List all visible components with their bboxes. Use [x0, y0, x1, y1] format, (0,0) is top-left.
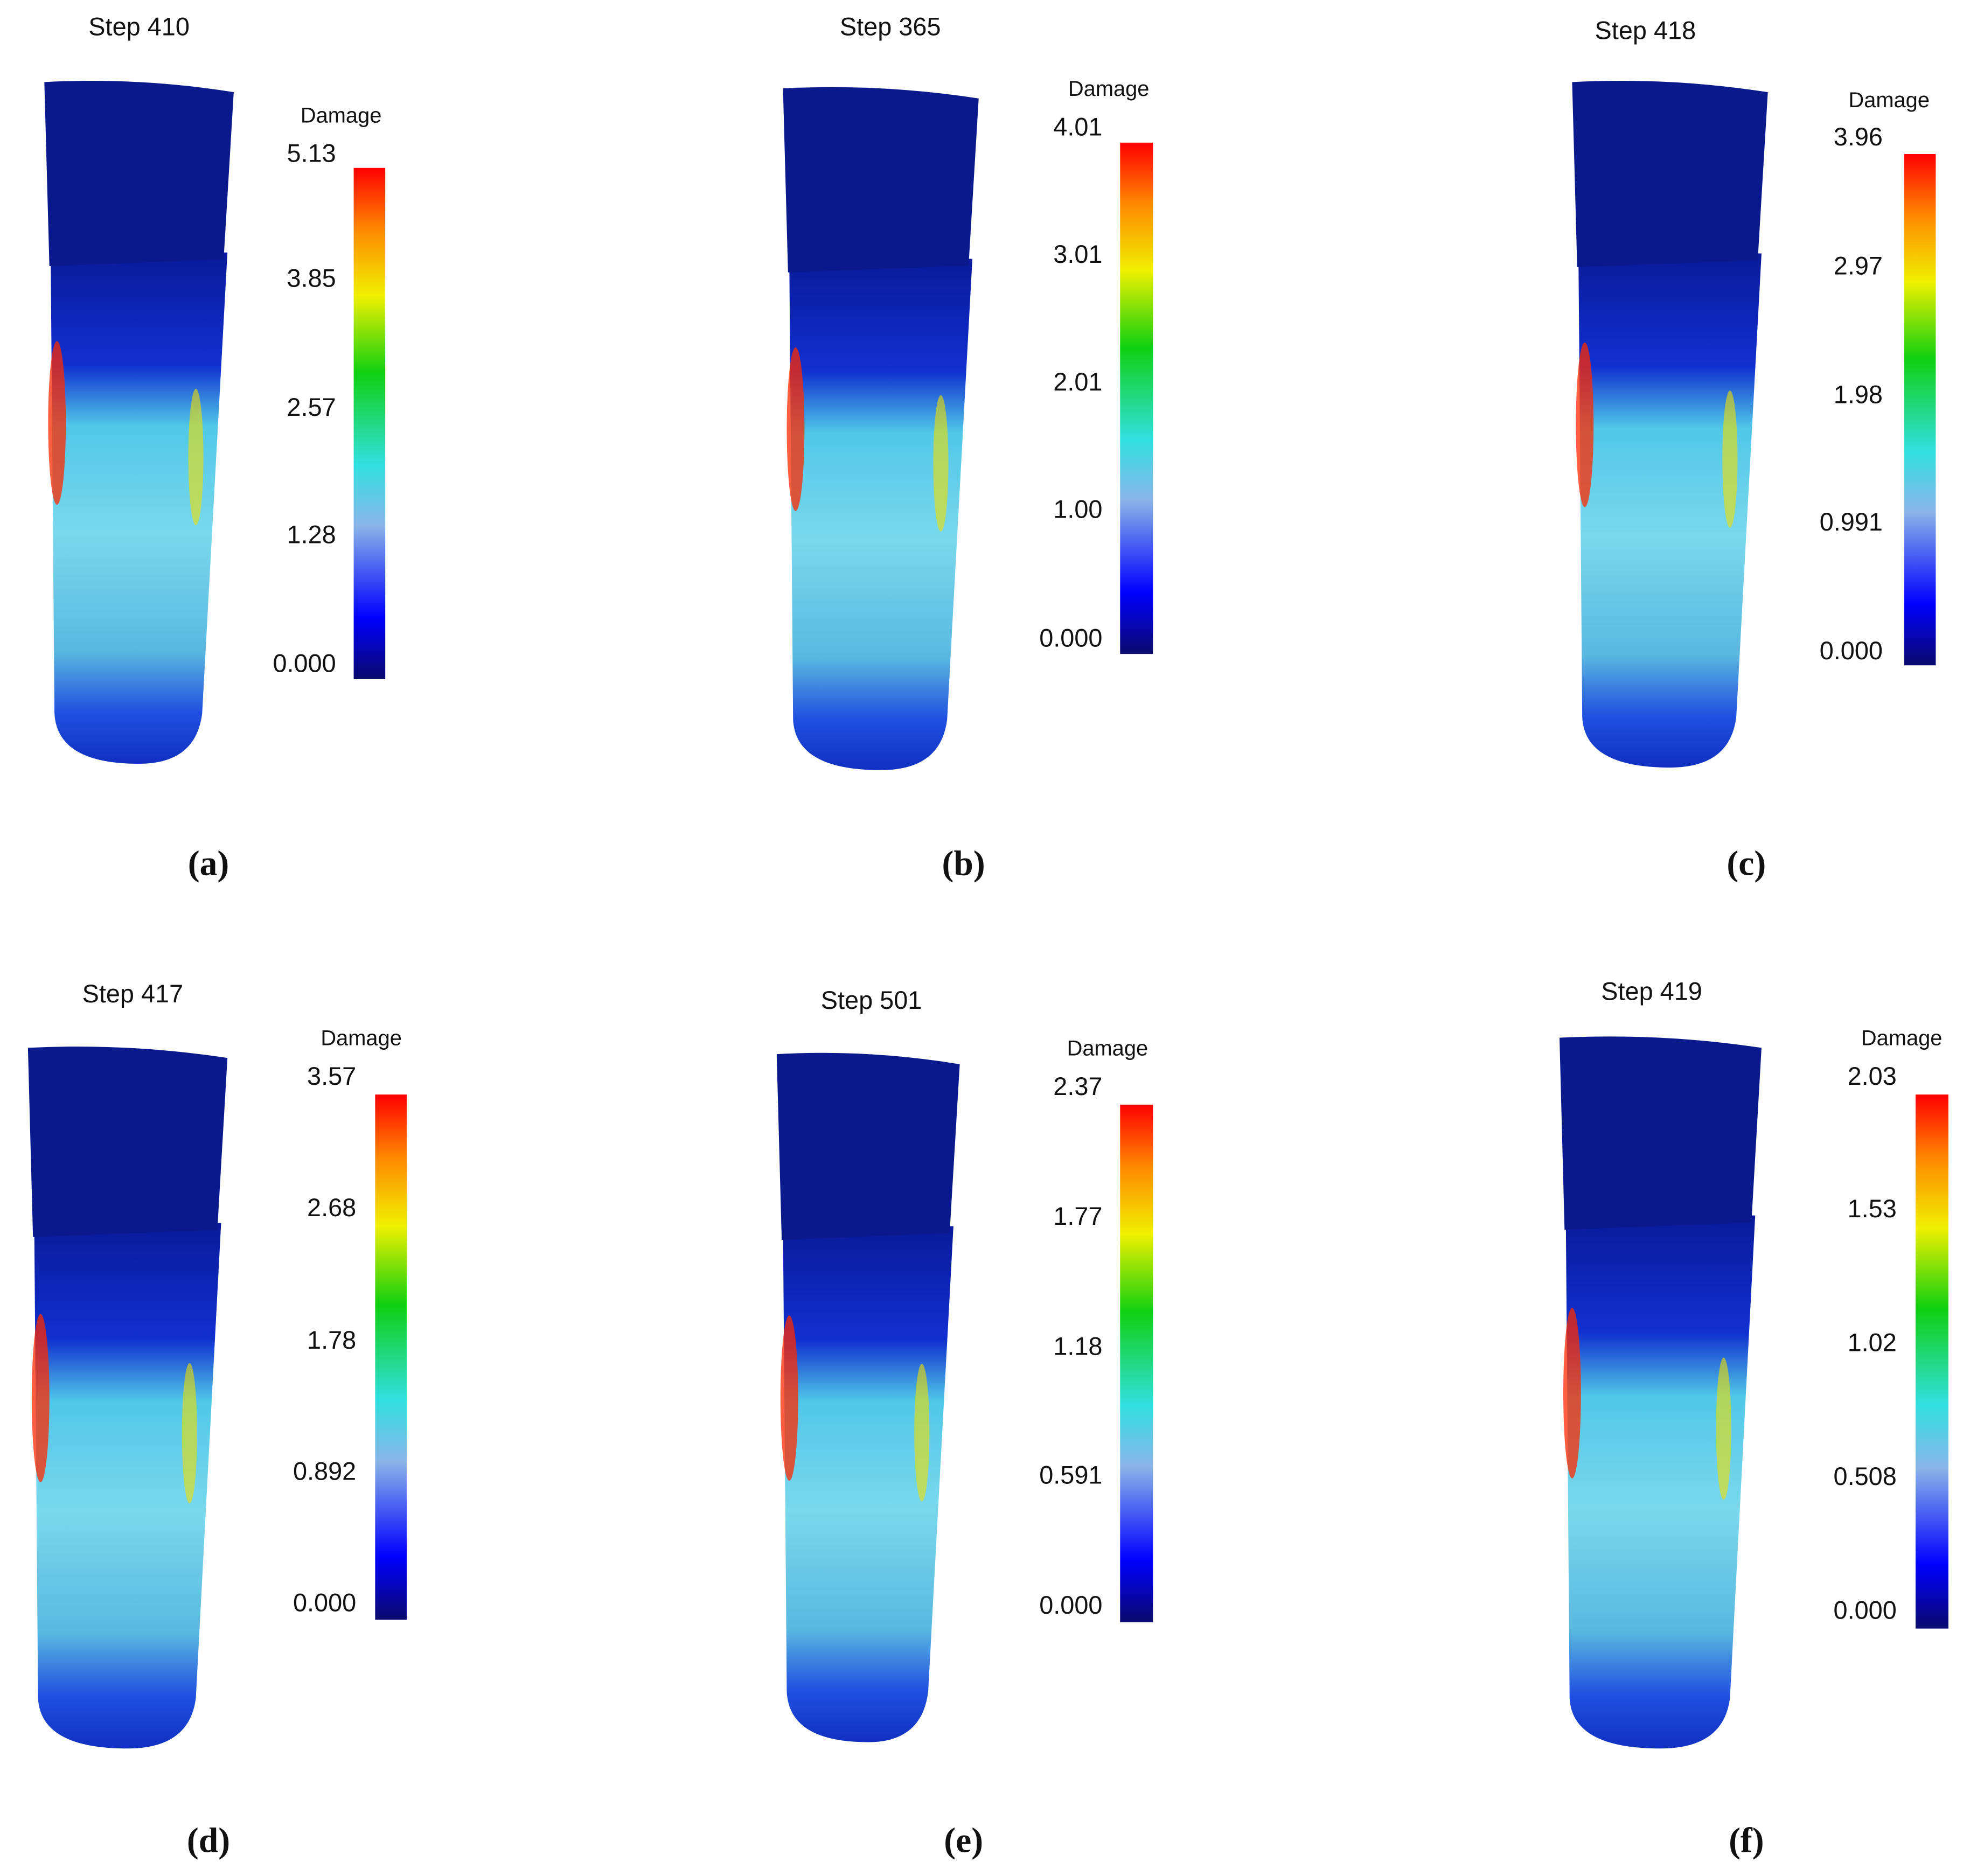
- colorbar-tick-label: 1.98: [1834, 380, 1883, 408]
- specimen-cap: [27, 1047, 228, 1237]
- colorbar-label: Damage: [1068, 77, 1150, 101]
- colorbar-tick-label: 1.78: [307, 1326, 356, 1354]
- colorbar-tick-label: 2.37: [1053, 1072, 1102, 1100]
- panel-caption: (c): [1727, 844, 1766, 883]
- damage-zone: [1722, 390, 1738, 528]
- colorbar-tick-label: 2.97: [1834, 252, 1883, 280]
- colorbar-tick-label: 0.892: [293, 1457, 356, 1486]
- panel-title: Step 501: [821, 986, 922, 1014]
- colorbar-tick-label: 2.03: [1848, 1062, 1897, 1090]
- panel: Step 418 Damage 3.96 2.97 1.98 0.991 0.000 (c): [1572, 17, 1936, 883]
- damage-zone: [780, 1315, 798, 1481]
- colorbar-tick-label: 5.13: [287, 140, 336, 168]
- specimen-cap: [776, 1052, 960, 1240]
- colorbar-label: Damage: [301, 103, 382, 127]
- specimen-cap: [44, 81, 234, 267]
- colorbar-tick-label: 2.68: [307, 1194, 356, 1222]
- colorbar-tick-label: 1.02: [1848, 1329, 1897, 1357]
- specimen-body: [1578, 253, 1762, 768]
- specimen-cap: [1559, 1036, 1762, 1230]
- colorbar-tick-label: 0.000: [1820, 637, 1883, 665]
- specimen-cap: [1572, 81, 1768, 267]
- colorbar-tick-label: 1.77: [1053, 1202, 1102, 1230]
- panel-title: Step 419: [1601, 977, 1702, 1005]
- colorbar: [353, 168, 386, 680]
- panel-title: Step 410: [88, 13, 190, 41]
- damage-zone: [786, 347, 805, 511]
- panel: Step 501 Damage 2.37 1.77 1.18 0.591 0.000 (e): [776, 986, 1153, 1860]
- damage-zone: [182, 1363, 197, 1503]
- specimen-body: [1565, 1215, 1756, 1749]
- damage-zone: [933, 395, 949, 532]
- colorbar: [375, 1094, 407, 1620]
- colorbar-tick-label: 0.591: [1039, 1461, 1102, 1489]
- panel-caption: (e): [944, 1821, 983, 1860]
- colorbar-tick-label: 2.01: [1053, 368, 1102, 396]
- colorbar-tick-label: 1.18: [1053, 1333, 1102, 1361]
- panel-title: Step 417: [82, 980, 184, 1008]
- colorbar-tick-label: 3.57: [307, 1062, 356, 1090]
- colorbar-tick-label: 3.96: [1834, 123, 1883, 151]
- colorbar-label: Damage: [1848, 88, 1930, 112]
- colorbar-tick-label: 0.000: [293, 1588, 356, 1616]
- damage-zone: [1563, 1308, 1581, 1479]
- specimen-cap: [783, 87, 979, 273]
- colorbar-tick-label: 3.85: [287, 264, 336, 292]
- panel-caption: (f): [1729, 1821, 1764, 1860]
- damage-zone: [48, 341, 66, 505]
- colorbar-tick-label: 0.000: [1039, 624, 1102, 652]
- panel: Step 417 Damage 3.57 2.68 1.78 0.892 0.000 (d): [27, 980, 407, 1860]
- colorbar-label: Damage: [321, 1027, 402, 1050]
- panel: Step 419 Damage 2.03 1.53 1.02 0.508 0.000 (f): [1559, 977, 1948, 1860]
- colorbar-tick-label: 3.01: [1053, 240, 1102, 268]
- specimen-body: [783, 1226, 953, 1742]
- damage-zone: [914, 1363, 930, 1502]
- colorbar-tick-label: 1.53: [1848, 1195, 1897, 1223]
- colorbar-tick-label: 1.00: [1053, 496, 1102, 524]
- colorbar-tick-label: 0.000: [1834, 1596, 1897, 1624]
- colorbar: [1120, 1104, 1153, 1622]
- panel-caption: (a): [188, 844, 229, 883]
- colorbar-tick-label: 0.991: [1820, 508, 1883, 536]
- colorbar-tick-label: 0.508: [1834, 1462, 1897, 1490]
- colorbar-label: Damage: [1067, 1036, 1148, 1060]
- panel-title: Step 418: [1595, 17, 1696, 45]
- colorbar: [1120, 142, 1153, 654]
- specimen-body: [789, 259, 973, 770]
- panel-caption: (d): [187, 1821, 230, 1860]
- damage-zone: [188, 388, 204, 526]
- panel: Step 410 Damage 5.13 3.85 2.57 1.28 0.000 (a): [44, 13, 386, 883]
- colorbar-tick-label: 0.000: [273, 650, 336, 678]
- colorbar-tick-label: 2.57: [287, 393, 336, 421]
- colorbar: [1904, 154, 1936, 666]
- panel-title: Step 365: [840, 13, 941, 41]
- damage-zone: [31, 1314, 50, 1482]
- specimen-body: [51, 252, 228, 764]
- damage-zone: [1576, 342, 1594, 507]
- specimen-body: [34, 1223, 221, 1749]
- colorbar-label: Damage: [1861, 1027, 1943, 1050]
- panel-caption: (b): [942, 844, 985, 883]
- colorbar-tick-label: 0.000: [1039, 1591, 1102, 1619]
- panel: Step 365 Damage 4.01 3.01 2.01 1.00 0.000 (b): [783, 13, 1153, 883]
- colorbar-tick-label: 4.01: [1053, 113, 1102, 141]
- colorbar: [1915, 1094, 1948, 1629]
- colorbar-tick-label: 1.28: [287, 521, 336, 549]
- damage-zone: [1716, 1357, 1731, 1500]
